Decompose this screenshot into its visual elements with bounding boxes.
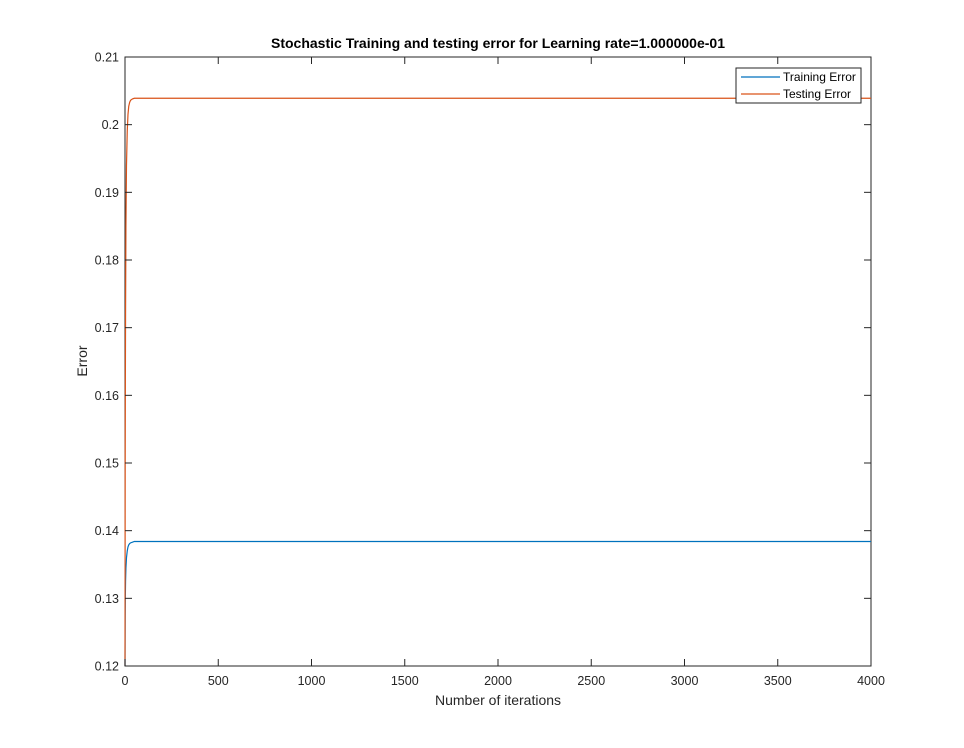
y-tick-label: 0.17 <box>95 321 119 335</box>
x-tick-label: 3500 <box>764 674 792 688</box>
series-group <box>124 97 871 667</box>
chart-title: Stochastic Training and testing error fo… <box>271 35 725 51</box>
legend-label-testing-error: Testing Error <box>783 87 851 101</box>
x-tick-label: 1000 <box>298 674 326 688</box>
x-tick-label: 1500 <box>391 674 419 688</box>
legend: Training Error Testing Error <box>735 67 862 104</box>
y-axis-label: Error <box>74 345 90 376</box>
x-tick-label: 500 <box>208 674 229 688</box>
x-tick-label: 0 <box>122 674 129 688</box>
series-line-testing-error <box>124 97 871 667</box>
legend-box <box>735 67 862 104</box>
y-tick-label: 0.16 <box>95 389 119 403</box>
x-tick-label: 2500 <box>577 674 605 688</box>
y-tick-label: 0.18 <box>95 254 119 268</box>
x-tick-label: 4000 <box>857 674 885 688</box>
y-axis-ticks: 0.12 0.13 0.14 0.15 0.16 0.17 0.18 0.19 0.2 0.21 <box>95 51 871 674</box>
legend-label-training-error: Training Error <box>783 70 856 84</box>
y-tick-label: 0.12 <box>95 660 119 674</box>
y-tick-label: 0.2 <box>102 118 119 132</box>
y-tick-label: 0.15 <box>95 457 119 471</box>
x-axis-label: Number of iterations <box>435 692 561 708</box>
y-tick-label: 0.19 <box>95 186 119 200</box>
y-tick-label: 0.21 <box>95 51 119 65</box>
x-tick-label: 2000 <box>484 674 512 688</box>
x-tick-label: 3000 <box>671 674 699 688</box>
plot-area <box>124 56 872 667</box>
y-tick-label: 0.14 <box>95 524 119 538</box>
y-tick-label: 0.13 <box>95 592 119 606</box>
x-axis-ticks: 0 500 1000 1500 2000 2500 3000 3500 4000 <box>122 57 885 688</box>
